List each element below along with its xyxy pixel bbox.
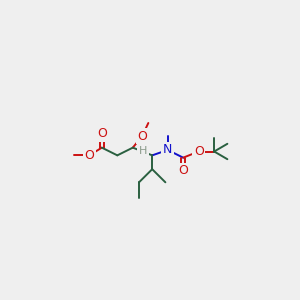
Text: O: O: [85, 149, 94, 162]
Text: O: O: [97, 127, 107, 140]
Text: N: N: [163, 143, 172, 157]
Text: O: O: [178, 164, 188, 177]
Text: H: H: [139, 146, 147, 156]
Text: O: O: [194, 145, 204, 158]
Text: O: O: [137, 130, 147, 142]
